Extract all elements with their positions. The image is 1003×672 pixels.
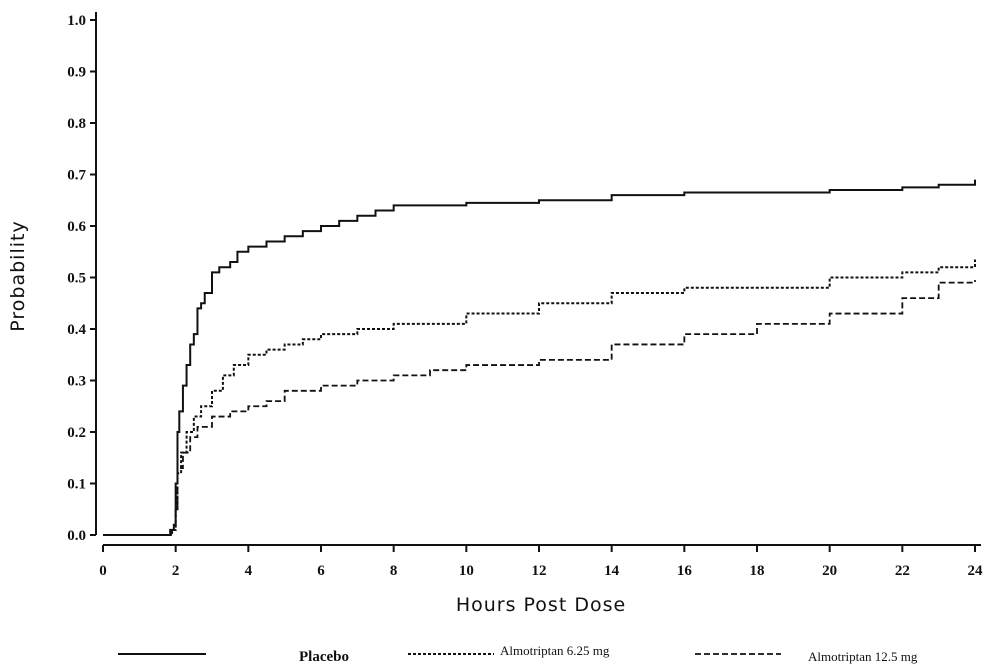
y-tick-label: 0.0 [67,528,86,544]
y-tick-label: 0.6 [67,219,86,235]
x-tick-label: 14 [604,563,620,579]
x-tick-label: 18 [750,563,765,579]
x-tick-label: 20 [822,563,837,579]
y-tick-label: 0.9 [67,65,86,81]
series-line-2 [103,259,976,536]
x-axis: 0 2 4 6 8 10 12 14 16 18 20 22 24 [99,544,984,579]
series-line-1 [103,179,976,536]
legend-label-1: Placebo [299,649,349,665]
x-tick-label: 0 [99,563,107,579]
x-tick-label: 24 [968,563,984,579]
y-tick-label: 0.8 [67,116,86,132]
x-tick-label: 10 [459,563,474,579]
y-tick-label: 0.3 [67,374,86,390]
x-axis-title: Hours Post Dose [456,594,626,616]
y-axis: 0.0 0.1 0.2 0.3 0.4 0.5 0.6 0.7 0.8 0.9 1.0 [67,12,97,544]
y-tick-label: 0.1 [67,477,86,493]
legend-label-3: Almotriptan 12.5 mg [808,649,918,664]
x-tick-label: 16 [677,563,693,579]
x-tick-label: 12 [532,563,547,579]
legend-label-2: Almotriptan 6.25 mg [500,643,610,658]
y-tick-label: 0.7 [67,168,86,184]
plot-lines [103,179,976,536]
y-tick-label: 0.4 [67,322,86,338]
y-tick-label: 1.0 [67,13,86,29]
y-tick-label: 0.2 [67,425,86,441]
series-line-3 [103,280,976,536]
y-axis-title: Probability [7,220,29,331]
x-tick-label: 8 [390,563,398,579]
x-tick-label: 4 [245,563,253,579]
y-tick-label: 0.5 [67,271,86,287]
x-tick-label: 6 [317,563,325,579]
x-tick-label: 22 [895,563,910,579]
x-tick-label: 2 [172,563,180,579]
legend: Placebo Almotriptan 6.25 mg Almotriptan 12… [118,643,918,665]
